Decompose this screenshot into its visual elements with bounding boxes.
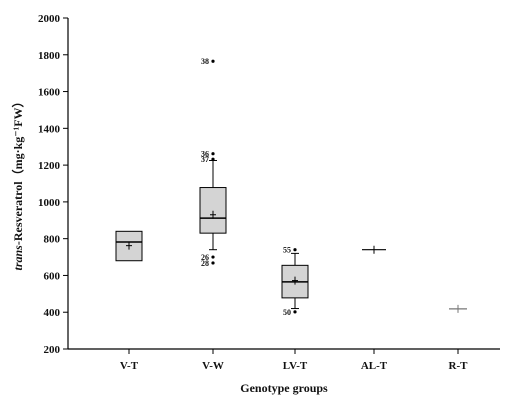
x-axis-categories: V-T V-W LV-T AL-T R-T [120, 349, 468, 372]
y-tick-label: 800 [44, 234, 61, 246]
outlier-point [211, 152, 215, 156]
box-al-t [362, 245, 386, 254]
y-tick-label: 600 [44, 270, 61, 282]
outlier-label: 37 [201, 155, 209, 164]
x-category-label: AL-T [361, 360, 388, 372]
y-tick-label: 200 [44, 344, 61, 356]
outlier-label: 28 [201, 259, 209, 268]
y-tick-label: 1800 [38, 50, 61, 62]
outlier-label: 26 [201, 253, 209, 262]
outlier-label: 36 [201, 150, 209, 159]
y-tick-label: 2000 [38, 13, 61, 25]
outlier-point [211, 261, 215, 265]
x-category-label: V-T [120, 360, 139, 372]
y-tick-label: 1200 [38, 160, 61, 172]
outlier-point [211, 157, 215, 161]
x-category-label: R-T [449, 360, 469, 372]
x-axis-title: Genotype groups [240, 381, 328, 395]
outlier-label: 55 [283, 246, 291, 255]
box-v-t [115, 230, 143, 262]
y-axis-title: trans-Resveratrol（mg·kg⁻¹FW） [10, 95, 25, 270]
x-category-label: V-W [202, 360, 224, 372]
outlier-point [211, 59, 215, 63]
outlier-label: 50 [283, 308, 291, 317]
y-tick-label: 1400 [38, 123, 61, 135]
outlier-point [293, 248, 297, 252]
y-tick-label: 1000 [38, 197, 61, 209]
outlier-point [211, 255, 215, 259]
x-category-label: LV-T [283, 360, 308, 372]
y-tick-label: 1600 [38, 87, 61, 99]
outlier-label: 38 [201, 57, 209, 66]
outlier-point [293, 310, 297, 314]
y-axis-ticks: 200 400 600 800 1000 1200 1400 1600 1800 2000 [38, 13, 68, 356]
box-body [199, 187, 227, 234]
box-lv-t: 55 50 [281, 246, 309, 317]
y-tick-label: 400 [44, 307, 61, 319]
box-r-t [449, 304, 467, 313]
